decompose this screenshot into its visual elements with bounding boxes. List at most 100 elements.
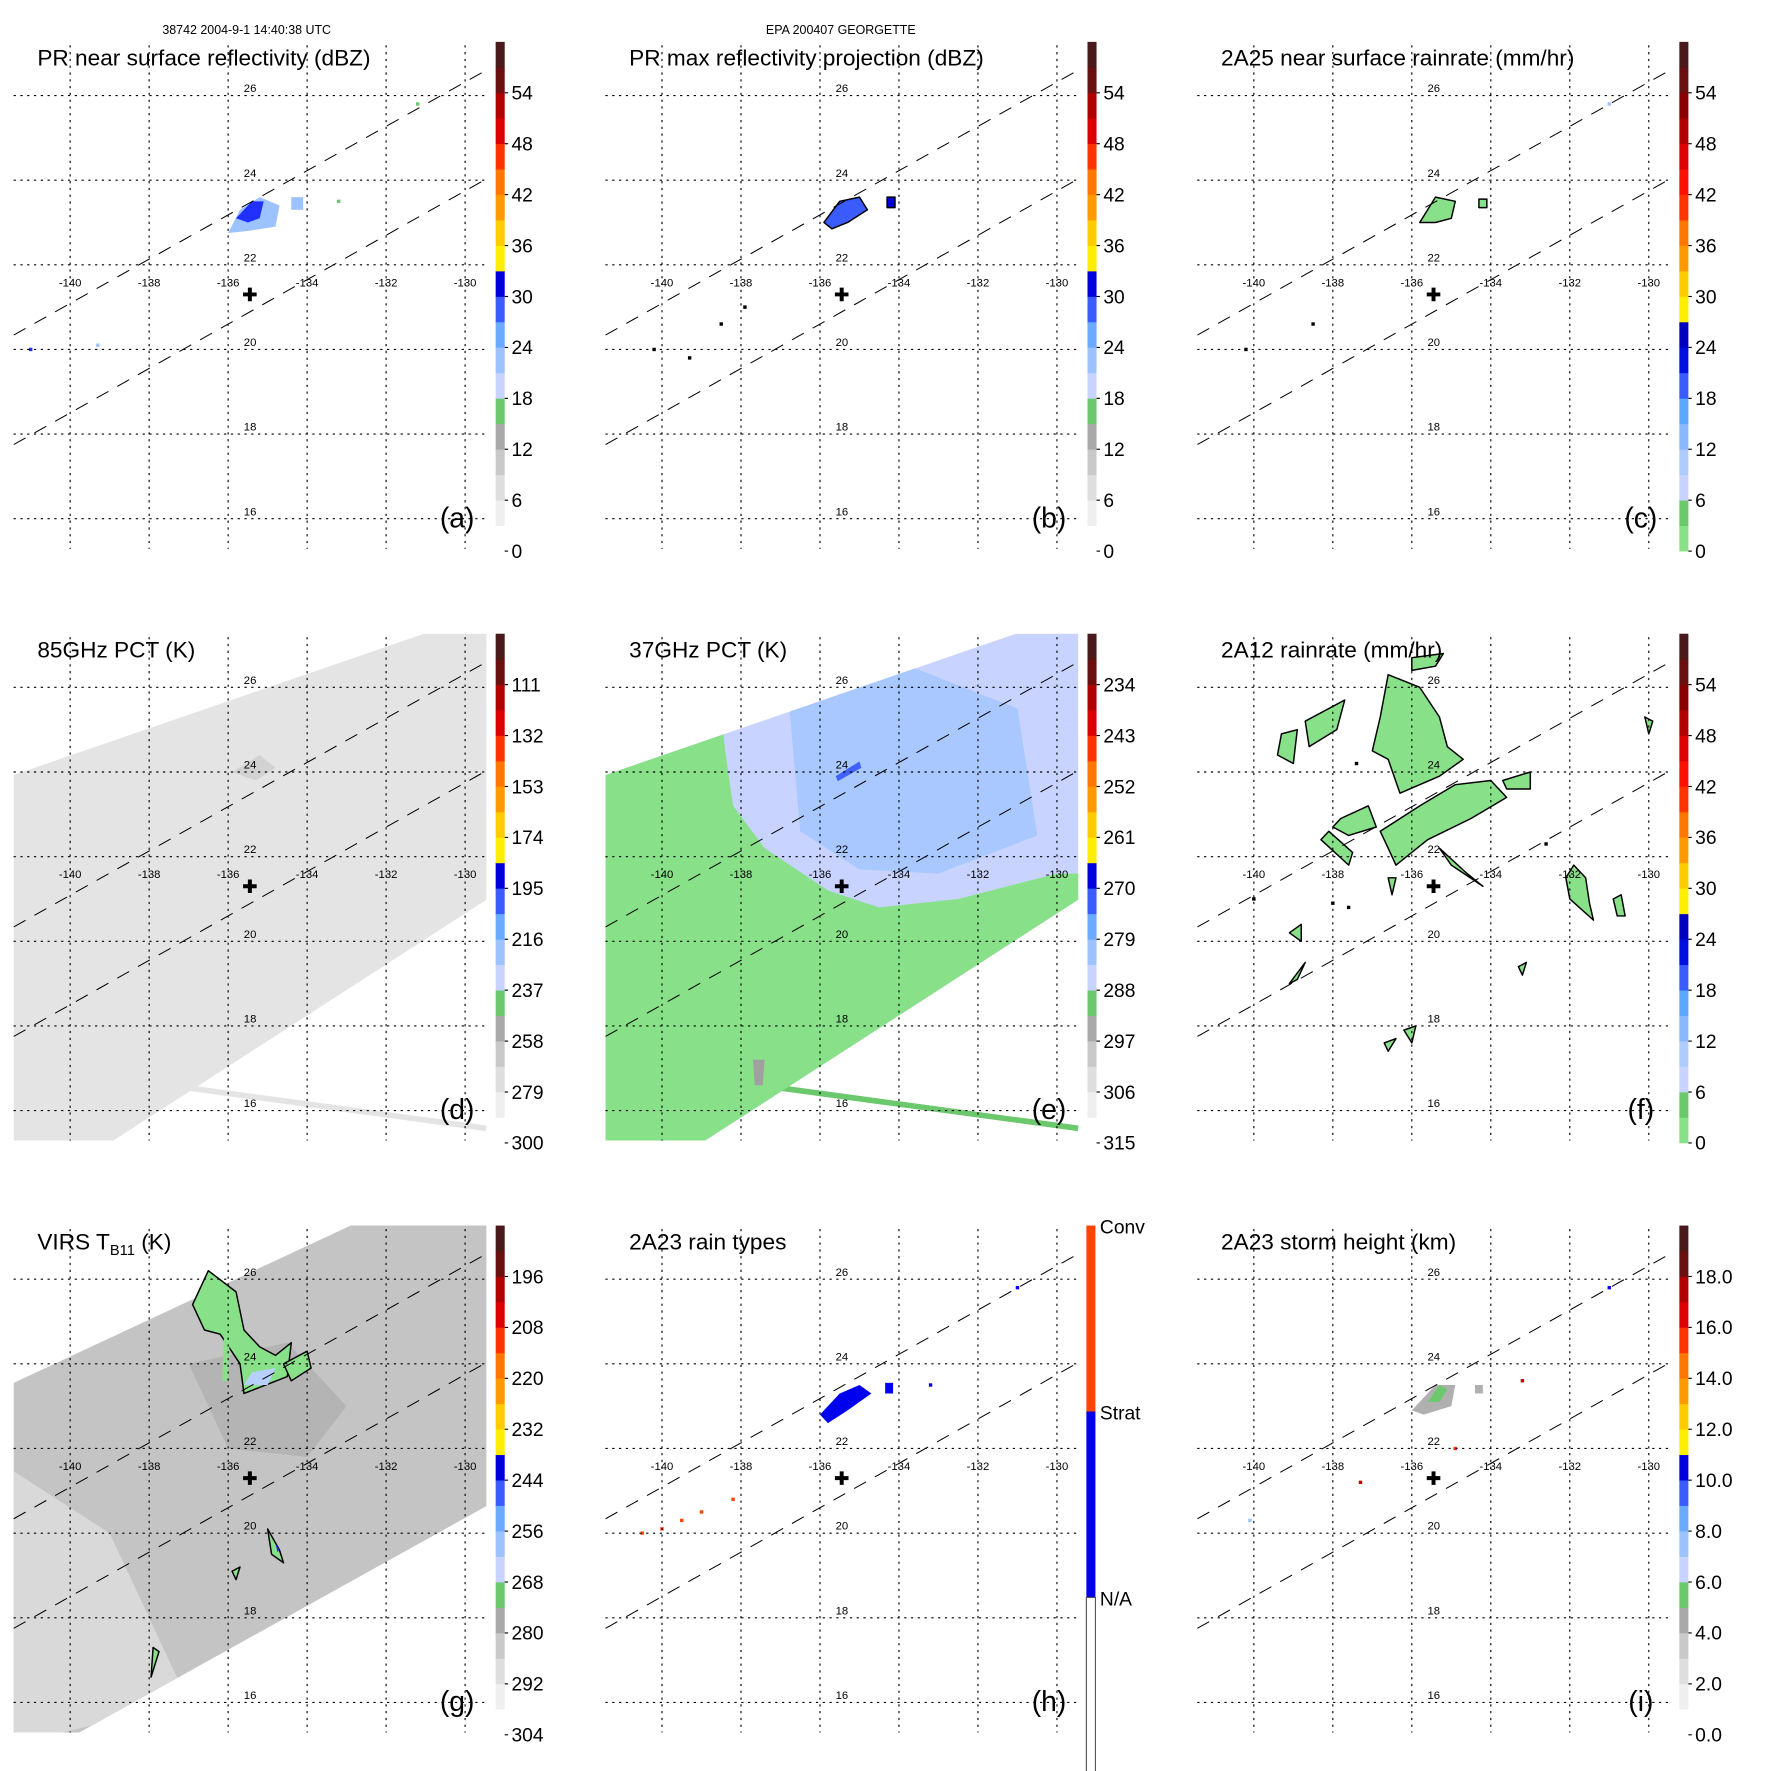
colorbar-segment — [1087, 500, 1097, 526]
lat-tick-label: 16 — [836, 506, 849, 518]
lon-tick-label: -132 — [967, 1461, 990, 1473]
plot-area — [1197, 652, 1671, 1053]
colorbar-segment — [495, 245, 505, 272]
colorbar-segment — [1087, 659, 1097, 685]
data-pixel — [1544, 842, 1548, 846]
data-pixel — [1520, 1379, 1525, 1383]
lat-tick-label: 22 — [1427, 252, 1440, 264]
lat-tick-label: 22 — [1427, 1436, 1440, 1448]
pr-swath-edge — [13, 1253, 487, 1520]
colorbar-segment — [1087, 194, 1097, 221]
panel-title-text: 2A12 rainrate (mm/hr) — [1221, 637, 1442, 662]
lat-tick-label: 20 — [244, 1521, 257, 1533]
swath-stripe — [749, 1081, 1079, 1132]
colorbar-segment — [495, 1480, 505, 1506]
pr-swath-edge — [1197, 1362, 1671, 1629]
panel-title-text: PR near surface reflectivity (dBZ) — [37, 46, 370, 71]
lat-tick-label: 22 — [244, 252, 257, 264]
lat-tick-label: 18 — [836, 422, 849, 434]
colorbar-segment — [1679, 321, 1689, 348]
storm-center-cross-icon — [1426, 879, 1441, 894]
lon-tick-label: -136 — [1401, 277, 1424, 289]
colorbar-tick-label: 18.0 — [1695, 1267, 1732, 1288]
colorbar-segment — [495, 1276, 505, 1303]
panel-title-subscript: B11 — [110, 1243, 135, 1259]
data-pixel — [1311, 322, 1315, 326]
lon-tick-label: -132 — [1558, 277, 1581, 289]
colorbar-tick-label: 4.0 — [1695, 1624, 1722, 1645]
colorbar-segment — [495, 118, 505, 145]
lat-tick-label: 26 — [244, 675, 257, 687]
lat-tick-label: 24 — [836, 168, 849, 180]
lat-tick-label: 24 — [1427, 1351, 1440, 1363]
colorbar-segment — [1679, 1015, 1689, 1042]
colorbar-segment — [1087, 1092, 1097, 1118]
colorbar: 304 292 280 268 256 244 232 220 208 196 — [495, 1225, 544, 1747]
colorbar-segment — [1087, 990, 1097, 1016]
precip-feature — [231, 1566, 241, 1581]
colorbar-segment — [1087, 939, 1097, 966]
colorbar-tick-label: 42 — [1103, 185, 1124, 206]
lon-tick-label: -132 — [967, 277, 990, 289]
colorbar-segment — [495, 372, 505, 399]
lat-tick-label: 26 — [836, 1267, 849, 1279]
colorbar-segment — [1087, 67, 1097, 94]
colorbar-segment — [1679, 862, 1689, 889]
panel-letter: (f) — [1628, 1093, 1655, 1125]
colorbar-tick-label: 153 — [511, 777, 543, 798]
colorbar-segment — [1679, 913, 1689, 940]
colorbar-segment — [1679, 633, 1689, 660]
data-pixel — [1354, 761, 1359, 766]
colorbar-segment — [495, 761, 505, 787]
colorbar-segment — [1679, 1480, 1689, 1506]
colorbar-tick-label: 6 — [1695, 1083, 1706, 1104]
colorbar-segment — [1679, 761, 1689, 787]
colorbar-segment — [495, 1658, 505, 1685]
colorbar-segment — [1679, 296, 1689, 323]
colorbar-segment — [495, 1556, 505, 1583]
colorbar-segment — [1679, 659, 1689, 685]
colorbar-segment — [495, 1378, 505, 1405]
panel-title-suffix: (K) — [135, 1229, 171, 1254]
panel-title-text: VIRS T — [37, 1229, 110, 1254]
colorbar-tick-label: 174 — [511, 828, 543, 849]
precip-feature — [1383, 1037, 1397, 1053]
lat-tick-label: 18 — [244, 1605, 257, 1617]
colorbar-segment — [1087, 118, 1097, 145]
colorbar-segment — [1087, 633, 1097, 660]
precip-feature — [1438, 847, 1484, 888]
colorbar: 0 6 12 18 24 30 36 42 48 54 — [1679, 41, 1717, 563]
colorbar-segment — [1087, 684, 1097, 711]
colorbar-segment — [1679, 1632, 1689, 1659]
colorbar-tick-label: 54 — [1103, 84, 1125, 105]
colorbar-tick-label: 237 — [511, 981, 543, 1002]
colorbar-segment — [1679, 1066, 1689, 1093]
panel-title: 2A23 rain types — [629, 1229, 786, 1254]
colorbar-tick-label: 252 — [1103, 777, 1135, 798]
colorbar-segment — [1087, 1041, 1097, 1067]
colorbar-segment — [1087, 245, 1097, 272]
lon-tick-label: -132 — [1558, 869, 1581, 881]
colorbar-tick-label: 300 — [511, 1134, 543, 1155]
panel-title: 85GHz PCT (K) — [37, 637, 195, 662]
lat-tick-label: 20 — [1427, 1521, 1440, 1533]
colorbar-segment — [1679, 220, 1689, 246]
lon-tick-label: -134 — [888, 869, 911, 881]
colorbar-tick-label: 111 — [511, 675, 540, 696]
colorbar-tick-label: 24 — [511, 338, 533, 359]
data-pixel — [928, 1383, 933, 1387]
storm-center-cross-icon — [1426, 1471, 1441, 1485]
lon-tick-label: -130 — [1046, 869, 1069, 881]
panel-a: -140 -138 -136 -134 -132 -130 16 18 20 22 24 26 PR n… — [13, 41, 533, 563]
colorbar-tick-label: 36 — [1103, 236, 1124, 257]
colorbar-tick-label: 30 — [511, 287, 532, 308]
colorbar-segment — [1087, 423, 1097, 450]
data-pixel — [731, 1497, 735, 1501]
lon-tick-label: -138 — [730, 869, 753, 881]
lon-tick-label: -140 — [651, 1461, 674, 1473]
colorbar-segment — [495, 862, 505, 889]
colorbar-segment — [495, 1015, 505, 1042]
colorbar-segment — [495, 321, 505, 348]
colorbar-tick-label: 48 — [1695, 135, 1716, 156]
lon-tick-label: -138 — [1322, 869, 1345, 881]
